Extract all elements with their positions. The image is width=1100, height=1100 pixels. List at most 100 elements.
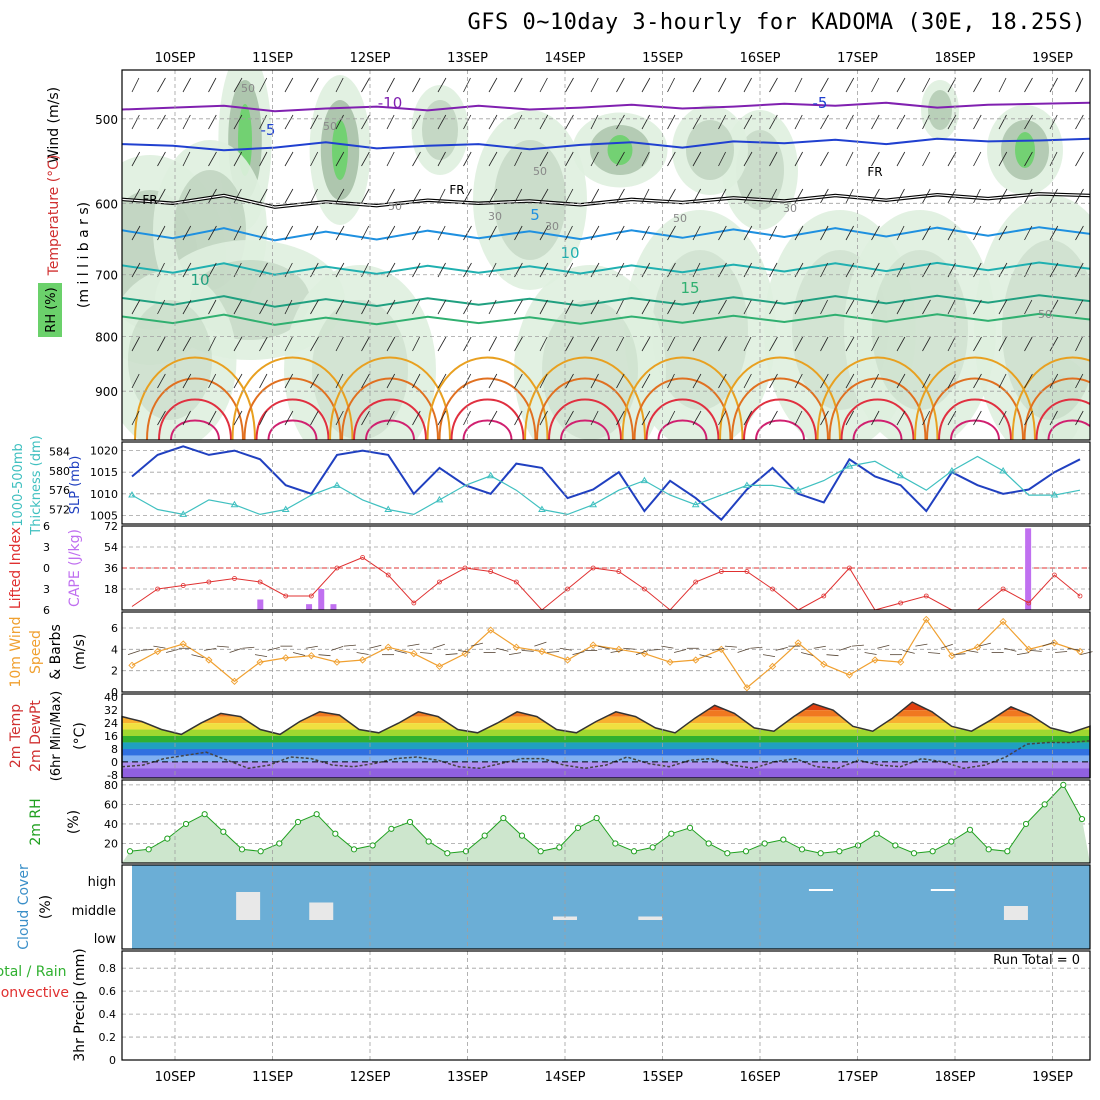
isotherm-warm-arc [840, 398, 915, 440]
wind-barb [412, 114, 421, 130]
wind-barb [871, 188, 880, 204]
rh-point [742, 848, 750, 855]
wind-barb-10m [915, 643, 928, 647]
wind-barb-10m [267, 647, 280, 651]
wind-barb [233, 410, 243, 426]
wind-barb [1075, 188, 1084, 204]
wind-barb [412, 410, 421, 426]
rh-point [126, 848, 134, 855]
wind-barb [182, 410, 191, 426]
wind-speed-point [461, 649, 469, 658]
wind-barb [514, 77, 523, 93]
panel-frame-upper [121, 69, 1091, 441]
wind-barb [131, 225, 141, 241]
wind-barb [794, 151, 803, 167]
cape-tick-label: 72 [104, 520, 118, 533]
wind-speed-point [512, 643, 520, 651]
wind-speed-point [487, 626, 495, 634]
wind-barb [718, 151, 726, 167]
wind-barb [769, 336, 778, 352]
rh-point [761, 840, 768, 847]
wind-barb [463, 299, 472, 315]
rh-point [966, 826, 974, 833]
wind-barb [590, 225, 600, 241]
wind-barb [208, 373, 217, 389]
temp-label-minmax: (6hr Min/Max) [49, 691, 64, 781]
rh-point [201, 811, 208, 818]
wind-barb-10m [699, 654, 712, 659]
wind-barb [463, 151, 472, 167]
wind-barb [922, 336, 931, 352]
temp-band [122, 703, 1090, 711]
contour-label-temperature: 10 [190, 271, 209, 289]
date-label-bottom: 14SEP [545, 1070, 586, 1085]
wind-barb-10m [216, 645, 229, 648]
rh-point [1004, 848, 1011, 855]
wind-barb [565, 77, 574, 93]
wind-barb [871, 114, 880, 130]
wind-label-speed: Speed [28, 630, 44, 674]
rh-point [369, 842, 376, 849]
wind-barb [1049, 77, 1058, 93]
isotherm-warm-arc [548, 398, 622, 440]
rh-shade [928, 90, 952, 130]
contour-label-freezing: FR [449, 183, 464, 197]
wind-barb [437, 336, 447, 352]
temp-tick-label: 24 [104, 717, 118, 730]
rh-point [929, 848, 936, 855]
lifted-index-point [821, 593, 827, 599]
isotherm-warm-arc [158, 398, 232, 440]
wind-barb [488, 114, 498, 130]
wind-barb-10m [978, 642, 991, 647]
wind-barb-10m [127, 650, 141, 656]
cape-tick-label: 36 [104, 562, 118, 575]
precip-tick-label: 0 [109, 1054, 116, 1067]
thickness-point [435, 495, 444, 503]
rh-point [836, 848, 843, 855]
wind-barb [1075, 77, 1084, 93]
contour-label-rh: 30 [545, 220, 559, 233]
wind-speed-point [743, 684, 751, 692]
thickness-point [845, 462, 854, 469]
wind-barb [769, 114, 778, 130]
wind-barb-10m [750, 646, 763, 649]
isotherm-warm-arc [1011, 356, 1090, 440]
rh-point [481, 832, 488, 839]
lifted-index-point [334, 565, 340, 571]
wind-barb [616, 188, 625, 204]
panel-frame-rh [121, 779, 1091, 864]
wind-barb [871, 373, 879, 389]
lifted-index-point [898, 600, 904, 606]
slp-tick-label: 1005 [90, 509, 118, 522]
lifted-index-point [437, 579, 442, 585]
wind-barb [845, 188, 854, 204]
upper-label-millibars: (m i l l i b a r s) [76, 202, 92, 308]
thickness-point [948, 466, 956, 474]
wind-label-units: (m/s) [72, 634, 88, 671]
wind-speed-point [230, 677, 239, 685]
wind-barb [284, 373, 294, 389]
lifted-index-point [616, 569, 622, 574]
date-label-bottom: 11SEP [252, 1070, 293, 1085]
temp-low-band [122, 742, 1090, 749]
wind-barb [998, 114, 1007, 130]
wind-barb-10m [1067, 647, 1080, 651]
cloud-background [132, 865, 1090, 949]
slp-label-slp: SLP (mb) [68, 456, 83, 515]
wind-barb [743, 299, 752, 315]
wind-barb [820, 373, 829, 389]
wind-barb [361, 151, 370, 167]
contour-label-rh: 50 [241, 82, 255, 95]
date-label-top: 16SEP [740, 51, 781, 66]
rh-point [780, 836, 787, 843]
wind-barb [794, 336, 804, 352]
wind-barb-10m [902, 650, 915, 654]
wind-barb [845, 77, 855, 93]
wind-barb [1024, 77, 1033, 93]
wind-barb [259, 410, 267, 426]
wind-barb [565, 299, 574, 315]
wind-barb [182, 299, 192, 315]
wind-barb [1049, 188, 1058, 204]
thickness-point [743, 481, 751, 488]
wind-barb [335, 262, 345, 278]
